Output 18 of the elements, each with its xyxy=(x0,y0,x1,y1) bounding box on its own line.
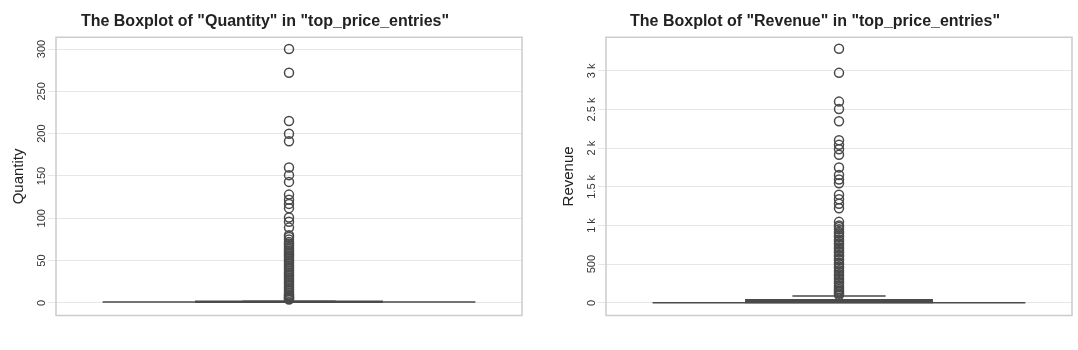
y-tick-label: 150 xyxy=(35,166,48,186)
y-tick-label: 500 xyxy=(585,254,598,274)
y-tick-label: 50 xyxy=(35,254,48,267)
y-axis-title: Quantity xyxy=(9,147,27,205)
y-tick-label: 3 k xyxy=(585,63,598,79)
y-tick-label: 300 xyxy=(35,39,48,59)
y-tick-label: 250 xyxy=(35,82,48,101)
y-axis-title: Revenue xyxy=(559,146,577,207)
chart-title: The Boxplot of "Quantity" in "top_price_entries" xyxy=(80,12,450,30)
y-tick-label: 0 xyxy=(35,299,48,306)
y-tick-label: 200 xyxy=(35,124,48,143)
y-tick-label: 1 k xyxy=(585,217,598,233)
y-tick-label: 2.5 k xyxy=(585,97,598,122)
chart-title: The Boxplot of "Revenue" in "top_price_entries" xyxy=(630,12,1000,30)
y-tick-label: 0 xyxy=(585,299,598,306)
y-tick-label: 2 k xyxy=(585,140,598,156)
y-tick-label: 1.5 k xyxy=(585,174,598,199)
y-tick-label: 100 xyxy=(35,209,48,228)
